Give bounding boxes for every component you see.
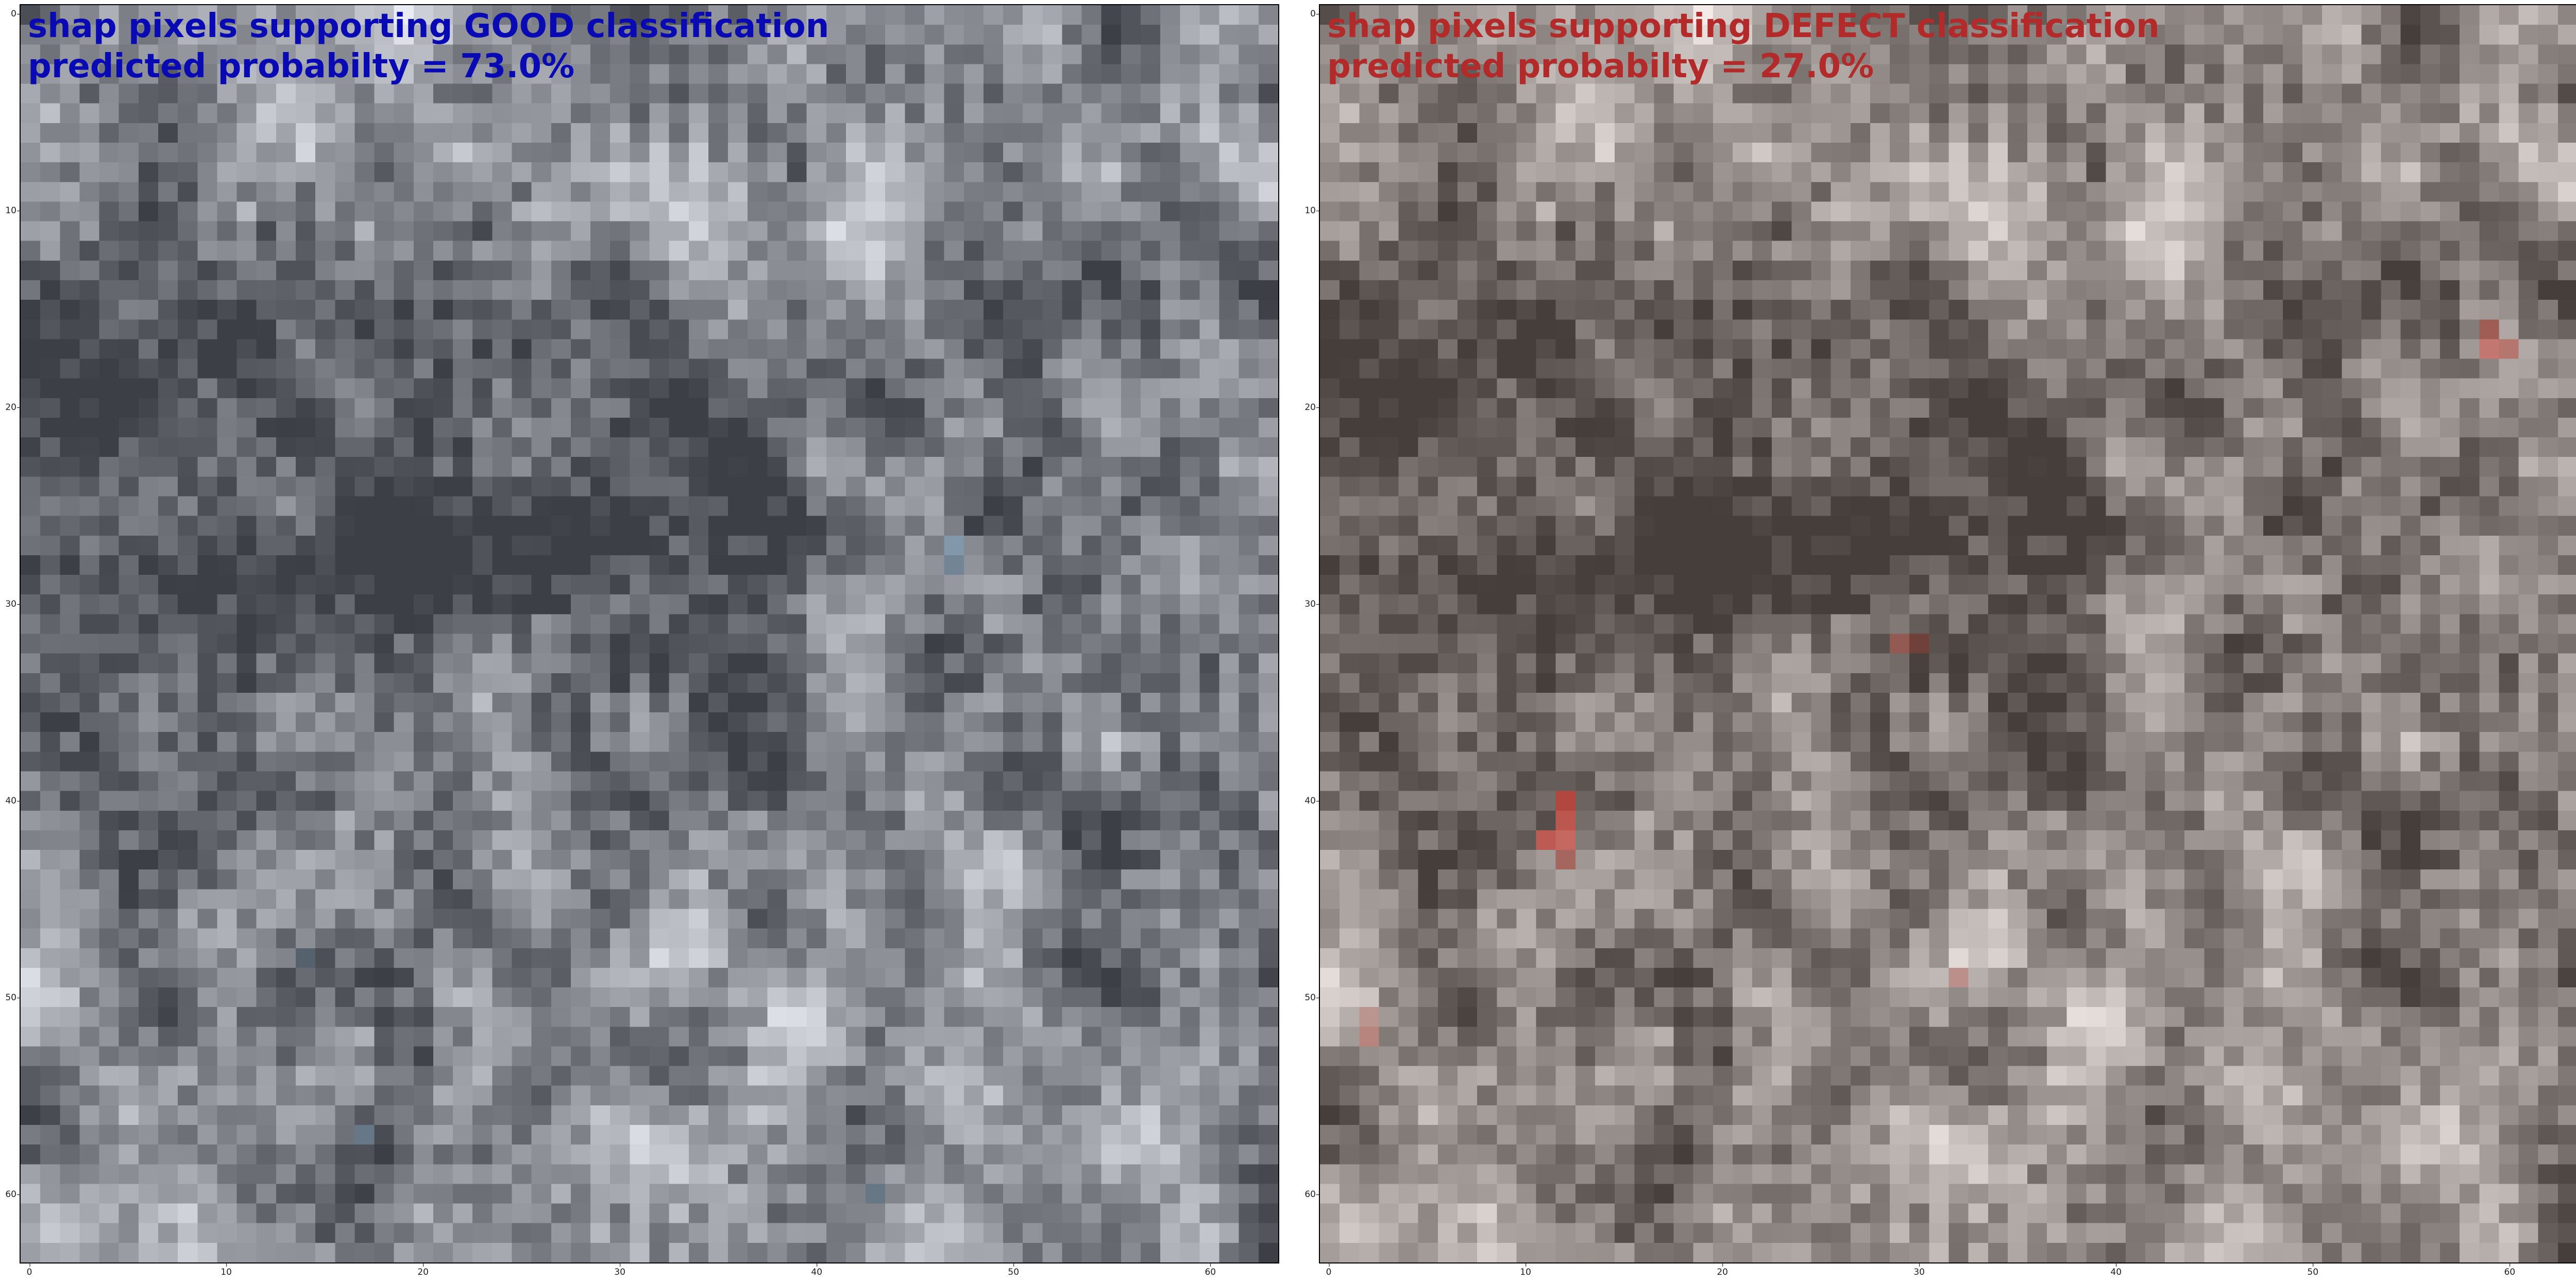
shap-good-panel: shap pixels supporting GOOD classificati… [5,4,1279,1277]
defect-y-tick: 10 [1304,206,1319,216]
good-title: shap pixels supporting GOOD classificati… [28,7,829,45]
good-y-tick: 60 [5,1189,20,1200]
defect-x-tick: 30 [1913,1263,1925,1277]
good-x-tick: 60 [1205,1263,1216,1277]
defect-y-tick: 20 [1304,402,1319,413]
good-probability: predicted probabilty = 73.0% [28,47,575,86]
good-x-tick: 10 [221,1263,232,1277]
defect-y-tick: 40 [1304,796,1319,807]
defect-x-tick: 40 [2110,1263,2122,1277]
good-y-tick: 30 [5,599,20,610]
defect-heatmap-frame [1319,4,2576,1263]
defect-x-tick: 50 [2307,1263,2319,1277]
good-shap-heatmap [21,5,1278,1262]
defect-y-tick: 30 [1304,599,1319,610]
defect-probability: predicted probabilty = 27.0% [1327,47,1874,86]
defect-title: shap pixels supporting DEFECT classifica… [1327,7,2160,45]
good-x-tick: 0 [26,1263,32,1277]
defect-y-tick: 60 [1304,1189,1319,1200]
defect-x-tick: 10 [1520,1263,1531,1277]
good-y-tick: 40 [5,796,20,807]
defect-x-tick: 60 [2504,1263,2516,1277]
defect-y-tick: 0 [1304,9,1319,19]
defect-y-tick: 50 [1304,993,1319,1003]
good-y-tick: 20 [5,402,20,413]
defect-shap-heatmap [1320,5,2576,1262]
good-x-tick: 30 [614,1263,626,1277]
good-heatmap-frame [20,4,1279,1263]
good-y-tick: 50 [5,993,20,1003]
defect-x-tick: 0 [1326,1263,1332,1277]
good-x-tick: 50 [1008,1263,1020,1277]
shap-defect-panel: shap pixels supporting DEFECT classifica… [1304,4,2576,1277]
good-title-block: shap pixels supporting GOOD classificati… [28,6,829,87]
good-y-tick: 0 [5,9,20,19]
good-y-tick: 10 [5,206,20,216]
defect-x-tick: 20 [1717,1263,1728,1277]
good-x-tick: 20 [417,1263,429,1277]
good-x-tick: 40 [811,1263,823,1277]
defect-title-block: shap pixels supporting DEFECT classifica… [1327,6,2160,87]
